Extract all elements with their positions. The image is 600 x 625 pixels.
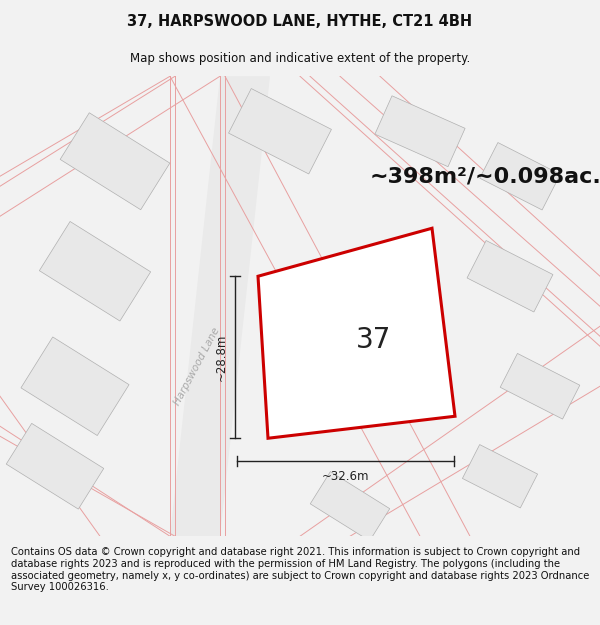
Polygon shape (480, 142, 560, 210)
Text: ~398m²/~0.098ac.: ~398m²/~0.098ac. (370, 166, 600, 186)
Text: Harpswood Lane: Harpswood Lane (172, 326, 222, 407)
Polygon shape (310, 472, 390, 541)
Polygon shape (375, 96, 465, 167)
Polygon shape (6, 423, 104, 509)
Text: ~32.6m: ~32.6m (322, 470, 369, 482)
Polygon shape (60, 112, 170, 210)
Polygon shape (170, 76, 270, 536)
Text: 37, HARPSWOOD LANE, HYTHE, CT21 4BH: 37, HARPSWOOD LANE, HYTHE, CT21 4BH (127, 14, 473, 29)
Polygon shape (229, 89, 331, 174)
Polygon shape (21, 337, 129, 436)
Polygon shape (500, 353, 580, 419)
Text: ~28.8m: ~28.8m (215, 334, 227, 381)
Text: Map shows position and indicative extent of the property.: Map shows position and indicative extent… (130, 52, 470, 65)
Text: Contains OS data © Crown copyright and database right 2021. This information is : Contains OS data © Crown copyright and d… (11, 548, 589, 592)
Text: 37: 37 (356, 326, 391, 354)
Polygon shape (40, 221, 151, 321)
Polygon shape (467, 241, 553, 312)
Polygon shape (258, 228, 455, 438)
Polygon shape (463, 444, 538, 508)
